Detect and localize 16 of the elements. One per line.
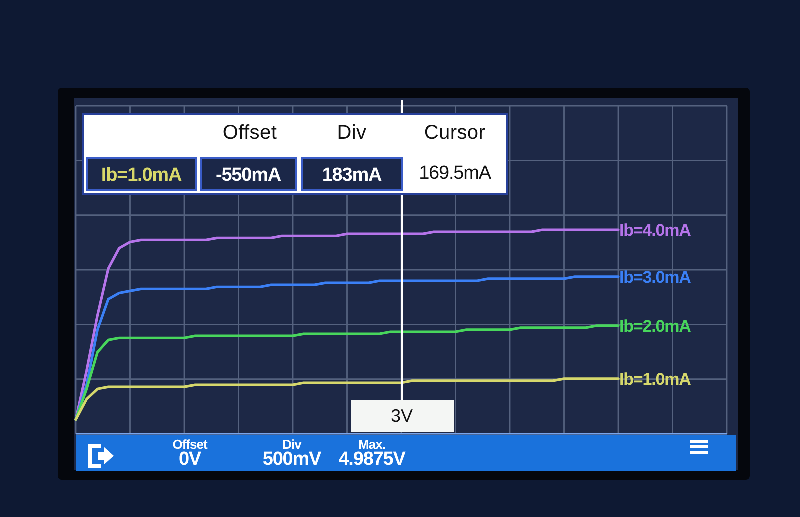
series-label: Ib=1.0mA bbox=[620, 370, 692, 389]
text: 500mV bbox=[262, 449, 322, 470]
text: 0V bbox=[178, 449, 202, 471]
text: 183mA bbox=[301, 157, 403, 191]
text: Ib=1.0mA bbox=[86, 157, 197, 191]
series-label: Ib=4.0mA bbox=[620, 221, 692, 240]
annotation: 3V bbox=[350, 400, 454, 432]
text: -550mA bbox=[200, 157, 297, 191]
text: Div bbox=[282, 437, 302, 452]
text: 169.5mA bbox=[405, 157, 505, 191]
text: Offset bbox=[172, 437, 209, 452]
series-label: Ib=2.0mA bbox=[620, 316, 692, 336]
text: Max. bbox=[358, 437, 386, 452]
text: Offset bbox=[222, 122, 278, 145]
series-label: Ib=3.0mA bbox=[620, 268, 692, 287]
text: 4.9875V bbox=[338, 449, 406, 470]
